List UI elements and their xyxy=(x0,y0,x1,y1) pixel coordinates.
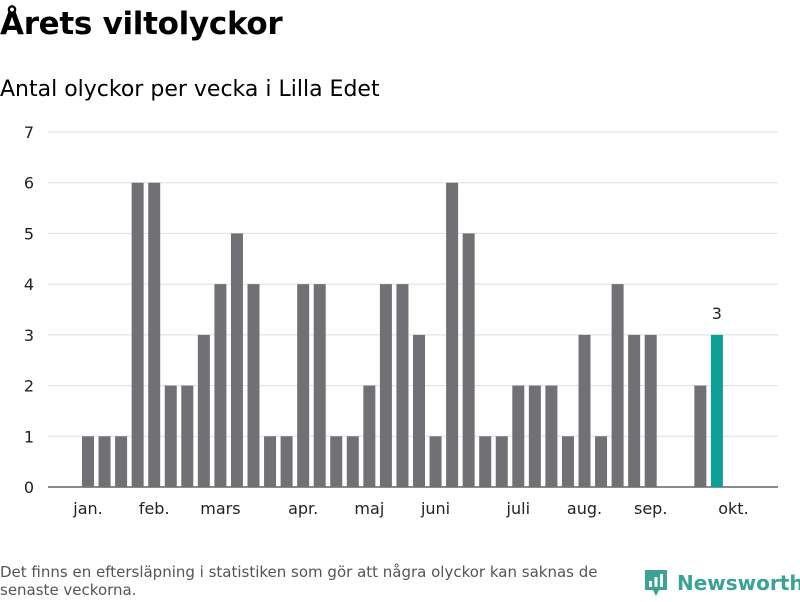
x-tick-label: mars xyxy=(200,499,240,518)
y-tick-label: 5 xyxy=(24,224,34,243)
bar xyxy=(379,284,392,487)
y-tick-label: 2 xyxy=(24,377,34,396)
y-tick-label: 7 xyxy=(24,123,34,142)
bar xyxy=(396,284,409,487)
bar xyxy=(595,436,608,487)
bar xyxy=(545,385,558,487)
chart-subtitle: Antal olyckor per vecka i Lilla Edet xyxy=(0,77,380,102)
y-tick-label: 1 xyxy=(24,427,34,446)
x-axis: jan. feb. mars apr. maj juni juli aug. sep. okt. xyxy=(72,499,748,518)
bar xyxy=(694,385,707,487)
bar xyxy=(131,182,144,487)
bar xyxy=(495,436,508,487)
x-tick-label: okt. xyxy=(718,499,748,518)
bar xyxy=(628,334,641,487)
bar xyxy=(115,436,128,487)
x-tick-label: maj xyxy=(354,499,384,518)
chart-title: Årets viltolyckor xyxy=(0,6,283,42)
bar xyxy=(313,284,326,487)
bar xyxy=(561,436,574,487)
bar xyxy=(98,436,111,487)
bar-highlighted xyxy=(710,334,723,487)
x-tick-label: apr. xyxy=(288,499,318,518)
bar xyxy=(247,284,260,487)
x-tick-label: aug. xyxy=(567,499,602,518)
data-labels: 3 xyxy=(712,304,722,323)
newsworthy-logo-icon xyxy=(643,568,669,598)
bar xyxy=(611,284,624,487)
bar xyxy=(280,436,293,487)
bar xyxy=(413,334,425,487)
bar xyxy=(528,385,541,487)
bar xyxy=(578,334,591,487)
y-tick-label: 4 xyxy=(24,275,34,294)
bars xyxy=(82,182,723,487)
bar xyxy=(462,233,475,487)
brand-logo[interactable]: Newsworthy xyxy=(643,568,800,598)
bar xyxy=(363,385,376,487)
y-tick-label: 6 xyxy=(24,174,34,193)
x-tick-label: jan. xyxy=(72,499,102,518)
bar xyxy=(297,284,310,487)
bar xyxy=(264,436,277,487)
x-tick-label: sep. xyxy=(634,499,667,518)
y-axis: 0 1 2 3 4 5 6 7 xyxy=(24,123,34,497)
bar xyxy=(429,436,442,487)
y-tick-label: 0 xyxy=(24,478,34,497)
bar xyxy=(214,284,227,487)
bar xyxy=(164,385,177,487)
bar xyxy=(346,436,359,487)
x-tick-label: juli xyxy=(506,499,530,518)
bar xyxy=(197,334,210,487)
bar xyxy=(479,436,492,487)
brand-name: Newsworthy xyxy=(677,571,800,595)
bar xyxy=(512,385,525,487)
bar xyxy=(644,334,657,487)
highlight-value-label: 3 xyxy=(712,304,722,323)
footnote: Det finns en eftersläpning i statistiken… xyxy=(0,563,598,599)
x-tick-label: juni xyxy=(420,499,450,518)
bar xyxy=(82,436,94,487)
bar xyxy=(230,233,243,487)
y-tick-label: 3 xyxy=(24,326,34,345)
bar xyxy=(330,436,343,487)
bar xyxy=(446,182,459,487)
bar-chart: 0 1 2 3 4 5 6 7 jan. feb. mars apr. maj juni juli aug.… xyxy=(24,123,778,518)
x-tick-label: feb. xyxy=(139,499,170,518)
bar xyxy=(181,385,194,487)
bar xyxy=(148,182,161,487)
